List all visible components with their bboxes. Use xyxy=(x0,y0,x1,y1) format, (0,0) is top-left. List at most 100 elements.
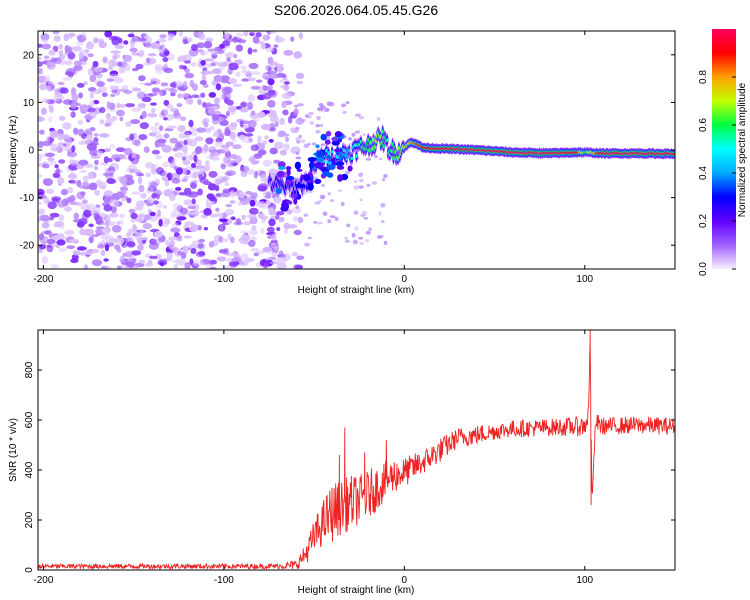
heat-blob xyxy=(229,190,235,198)
heat-blob xyxy=(224,265,233,269)
heat-blob xyxy=(182,159,191,166)
heat-blob xyxy=(78,159,89,166)
heat-blob xyxy=(70,111,76,118)
heat-blob xyxy=(106,157,113,163)
ridge-segment xyxy=(325,148,328,153)
heat-blob xyxy=(58,159,66,164)
heat-blob xyxy=(138,134,148,141)
heat-blob xyxy=(275,73,287,78)
heat-blob xyxy=(379,157,383,161)
heat-blob xyxy=(91,248,100,254)
heat-blob xyxy=(278,250,284,257)
heat-blob xyxy=(304,114,309,118)
heat-blob xyxy=(352,239,359,245)
heat-blob xyxy=(177,93,183,99)
heat-blob xyxy=(213,74,223,83)
heat-blob xyxy=(163,205,168,209)
y-tick-label: 400 xyxy=(24,461,35,478)
heat-blob xyxy=(88,182,98,191)
heat-blob xyxy=(371,181,378,185)
heat-blob xyxy=(257,135,262,144)
heat-blob xyxy=(138,213,146,219)
heat-blob xyxy=(73,127,79,136)
heat-blob xyxy=(55,233,66,241)
heat-blob xyxy=(257,213,266,219)
heat-blob xyxy=(153,231,163,238)
heat-blob xyxy=(38,194,47,200)
heat-blob xyxy=(133,139,141,147)
heat-blob xyxy=(209,266,217,269)
heat-blob xyxy=(291,252,299,257)
heat-blob xyxy=(241,78,250,82)
heat-blob xyxy=(187,205,197,210)
heat-blob xyxy=(119,255,125,264)
heat-blob xyxy=(99,119,105,125)
heat-blob xyxy=(64,45,70,53)
heat-blob xyxy=(151,87,160,93)
heat-blob xyxy=(172,202,182,211)
heat-blob xyxy=(148,242,159,250)
heat-blob xyxy=(309,121,315,125)
heat-blob xyxy=(224,129,231,137)
heat-blob xyxy=(211,68,222,75)
heat-blob xyxy=(190,182,197,189)
colorbar-ticks: 0.0 0.2 0.4 0.6 0.8 xyxy=(698,70,736,276)
heat-blob xyxy=(176,216,187,221)
heat-blob xyxy=(228,62,239,71)
heat-blob xyxy=(308,112,315,115)
ridge-satellite xyxy=(314,162,324,169)
heat-blob xyxy=(182,92,190,98)
heat-blob xyxy=(82,181,90,189)
heat-blob xyxy=(87,172,94,180)
heat-blob xyxy=(269,147,278,155)
heat-blob xyxy=(208,170,218,178)
heat-blob xyxy=(353,180,358,184)
heat-blob xyxy=(169,107,180,113)
ridge-satellite xyxy=(296,168,303,173)
heat-blob xyxy=(57,87,67,94)
heat-blob xyxy=(209,259,217,265)
heat-blob xyxy=(125,237,132,242)
ridge-satellite xyxy=(287,200,293,205)
heat-blob xyxy=(365,157,372,161)
heat-blob xyxy=(238,134,246,140)
heat-blob xyxy=(129,168,136,174)
heat-blob xyxy=(313,176,318,179)
heat-blob xyxy=(226,218,233,224)
heat-blob xyxy=(273,159,281,164)
heat-blob xyxy=(295,136,301,141)
heat-blob xyxy=(269,89,278,98)
heat-blob xyxy=(383,240,388,245)
heat-blob xyxy=(167,53,175,61)
heat-blob xyxy=(38,174,43,178)
heat-blob xyxy=(208,92,217,98)
heat-blob xyxy=(191,224,199,230)
heat-blob xyxy=(297,216,303,221)
heat-blob xyxy=(258,88,266,95)
heat-blob xyxy=(131,191,141,195)
heat-blob xyxy=(219,224,224,232)
heat-blob xyxy=(223,86,233,95)
heat-blob xyxy=(317,199,323,204)
heat-blob xyxy=(184,72,195,79)
heat-blob xyxy=(86,115,94,121)
heat-blob xyxy=(103,148,111,153)
heat-blob xyxy=(189,258,194,266)
heat-blob xyxy=(40,33,50,41)
heat-blob xyxy=(368,227,372,232)
heat-blob xyxy=(356,129,361,134)
heat-blob xyxy=(247,94,256,102)
heat-blob xyxy=(237,39,247,44)
heat-blob xyxy=(380,220,385,223)
snr-x-axis-label: Height of straight line (km) xyxy=(298,585,415,596)
heat-blob xyxy=(110,115,118,122)
x-tick-label: 0 xyxy=(402,274,408,285)
heat-blob xyxy=(192,171,199,179)
heat-blob xyxy=(89,91,94,100)
y-tick-label: 600 xyxy=(24,411,35,428)
heat-blob xyxy=(104,31,113,38)
heat-blob xyxy=(267,100,276,108)
heat-blob xyxy=(262,34,269,42)
